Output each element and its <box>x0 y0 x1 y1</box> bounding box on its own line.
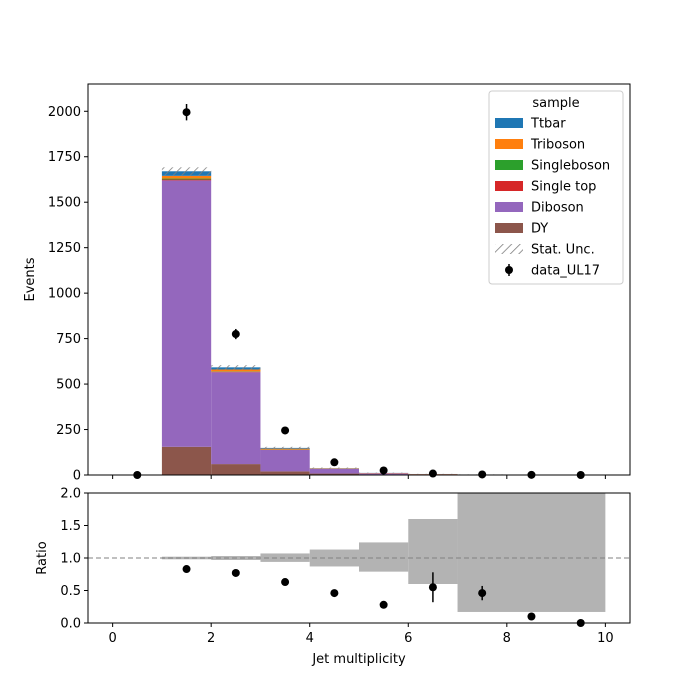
x-tick-label: 0 <box>108 631 116 646</box>
ratio-point <box>281 578 290 587</box>
legend-swatch <box>495 160 523 170</box>
x-tick-label: 2 <box>207 631 215 646</box>
ratio-point <box>478 589 487 598</box>
ratio-x-axis: 0 2 4 6 8 10 <box>108 623 614 646</box>
data-point <box>182 108 191 117</box>
bar-singleboson <box>161 178 212 180</box>
y-tick-label: 1750 <box>48 150 81 165</box>
stat-unc-box <box>211 365 261 370</box>
legend-swatch <box>495 139 523 149</box>
legend-label: Single top <box>531 180 596 195</box>
y-tick-label: 750 <box>56 332 81 347</box>
stat-unc-box <box>309 467 359 469</box>
legend-label: Triboson <box>530 138 585 153</box>
x-tick-label: 8 <box>503 631 511 646</box>
legend-swatch <box>495 181 523 191</box>
y-tick-label: 1000 <box>48 287 81 302</box>
main-plot-frame <box>87 83 631 476</box>
y-tick-label: 2000 <box>48 105 81 120</box>
x-tick-label: 10 <box>597 631 614 646</box>
x-tick-label: 4 <box>306 631 314 646</box>
legend-title: sample <box>532 96 579 111</box>
legend-label: DY <box>531 222 548 237</box>
main-y-axis: 0 250 500 750 1000 1250 1500 1750 2000 <box>48 105 88 484</box>
ratio-point <box>182 565 191 574</box>
bar-triboson <box>161 175 212 179</box>
bar-diboson <box>161 180 212 447</box>
data-point <box>330 458 339 467</box>
y-tick-label: 250 <box>56 423 81 438</box>
legend-label: Stat. Unc. <box>531 243 595 258</box>
y-tick-label: 1.0 <box>60 552 81 567</box>
bar-dy <box>260 471 310 475</box>
bar-diboson <box>309 468 359 474</box>
bar-dy <box>211 464 261 475</box>
ratio-point <box>428 583 437 592</box>
ratio-point <box>527 612 536 621</box>
legend-label: Ttbar <box>530 117 566 132</box>
bar-single-top <box>211 371 261 373</box>
stat-unc-box <box>161 167 212 176</box>
bar-triboson <box>260 448 310 450</box>
legend-swatch <box>495 223 523 233</box>
legend-data-marker <box>505 266 513 274</box>
legend-label: data_UL17 <box>531 264 600 279</box>
legend-label: Singleboson <box>531 159 610 174</box>
legend-swatch <box>495 202 523 212</box>
y-tick-label: 1500 <box>48 196 81 211</box>
legend-label: Diboson <box>531 201 584 216</box>
ratio-plot: 0.0 0.5 1.0 1.5 2.0 0 2 4 6 8 10 Ratio Jet multip… <box>35 487 631 667</box>
data-point <box>281 426 290 435</box>
ratio-unc-box <box>309 549 359 567</box>
ratio-unc-box <box>260 553 310 562</box>
legend-swatch-stat-unc <box>495 244 523 254</box>
bar-dy <box>161 446 212 475</box>
data-point <box>379 466 388 475</box>
bar-diboson <box>260 449 310 472</box>
y-tick-label: 0 <box>73 469 81 484</box>
ratio-point <box>379 600 388 609</box>
y-tick-label: 0.0 <box>60 617 81 632</box>
y-tick-label: 500 <box>56 378 81 393</box>
bar-triboson <box>211 369 261 372</box>
x-tick-label: 6 <box>404 631 412 646</box>
data-point <box>428 469 437 478</box>
legend: sample Ttbar Triboson Singleboson Single top… <box>488 90 624 285</box>
ratio-y-axis: 0.0 0.5 1.0 1.5 2.0 <box>60 487 88 632</box>
ratio-y-axis-label: Ratio <box>35 541 50 574</box>
main-x-axis <box>112 475 606 479</box>
y-tick-label: 0.5 <box>60 584 81 599</box>
y-tick-label: 1250 <box>48 241 81 256</box>
x-axis-label: Jet multiplicity <box>311 652 406 667</box>
main-plot: 0 250 500 750 1000 1250 1500 1750 2000 Events sa… <box>23 83 631 484</box>
y-tick-label: 2.0 <box>60 487 81 502</box>
data-point <box>231 330 240 339</box>
ratio-point <box>330 589 339 598</box>
y-tick-label: 1.5 <box>60 519 81 534</box>
legend-swatch <box>495 118 523 128</box>
stat-unc-box <box>260 446 310 449</box>
ratio-unc-box <box>359 542 409 572</box>
data-point <box>478 470 487 479</box>
bar-diboson <box>211 372 261 465</box>
bar-dy <box>309 473 359 475</box>
main-y-axis-label: Events <box>23 257 38 301</box>
ratio-point <box>231 568 240 577</box>
bar-single-top <box>161 179 212 181</box>
